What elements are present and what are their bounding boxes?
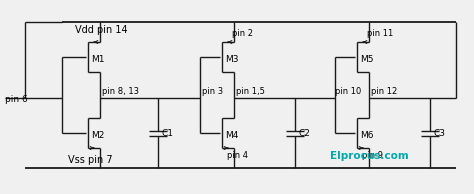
Text: Vss pin 7: Vss pin 7: [68, 155, 113, 165]
Text: C2: C2: [299, 128, 311, 138]
Text: M2: M2: [91, 131, 104, 139]
Text: pin 3: pin 3: [202, 87, 223, 95]
Text: pin 1,5: pin 1,5: [236, 87, 265, 95]
Text: pin 11: pin 11: [367, 29, 393, 38]
Text: M6: M6: [360, 131, 374, 139]
Text: pin 6: pin 6: [5, 94, 28, 104]
Text: pin 4: pin 4: [227, 152, 248, 160]
Text: pin 9: pin 9: [362, 152, 383, 160]
Text: pin 12: pin 12: [371, 87, 397, 95]
Text: pin 2: pin 2: [232, 29, 253, 38]
Text: M1: M1: [91, 55, 104, 63]
Text: pin 8, 13: pin 8, 13: [102, 87, 139, 95]
Text: M4: M4: [225, 131, 238, 139]
Text: Elprocus.com: Elprocus.com: [330, 151, 409, 161]
Text: M5: M5: [360, 55, 374, 63]
Text: pin 10: pin 10: [335, 87, 361, 95]
Text: M3: M3: [225, 55, 238, 63]
Text: C3: C3: [434, 128, 446, 138]
Text: Vdd pin 14: Vdd pin 14: [75, 25, 128, 35]
Text: C1: C1: [162, 128, 174, 138]
